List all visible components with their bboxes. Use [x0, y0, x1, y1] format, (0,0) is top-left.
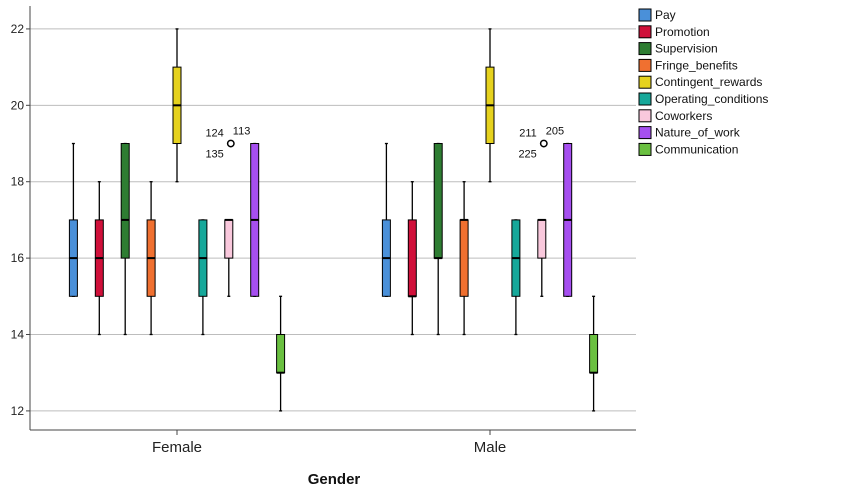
outlier-point: [226, 139, 235, 148]
box-iqr: [224, 219, 234, 259]
y-tick-label: 14: [11, 328, 25, 342]
box-male-operating-conditions: [511, 219, 521, 336]
legend-swatch: [638, 126, 652, 140]
box-female-supervision: [120, 142, 130, 336]
box-male-communication: [589, 295, 599, 412]
box-iqr: [120, 143, 130, 259]
box-female-operating-conditions: [198, 219, 208, 336]
legend-item-promotion: Promotion: [638, 25, 710, 39]
legend-item-coworkers: Coworkers: [638, 109, 712, 123]
legend-swatch: [638, 58, 652, 72]
outlier-label: 205: [546, 126, 564, 138]
box-female-fringe-benefits: [146, 181, 156, 336]
legend-swatch: [638, 92, 652, 106]
box-female-communication: [276, 295, 286, 412]
box-male-pay: [381, 142, 391, 297]
y-tick-label: 18: [11, 175, 25, 189]
legend-item-operating-conditions: Operating_conditions: [638, 92, 768, 106]
legend-label: Contingent_rewards: [655, 75, 762, 89]
boxes: [68, 28, 599, 412]
legend-item-pay: Pay: [638, 8, 676, 22]
box-female-pay: [68, 142, 78, 297]
box-iqr: [589, 334, 599, 374]
legend-swatch: [638, 109, 652, 123]
box-iqr: [537, 219, 547, 259]
legend-label: Promotion: [655, 25, 710, 39]
legend-swatch: [638, 75, 652, 89]
box-male-supervision: [433, 142, 443, 336]
y-tick-label: 16: [11, 251, 25, 265]
legend-label: Pay: [655, 8, 676, 22]
legend-item-contingent-rewards: Contingent_rewards: [638, 75, 762, 89]
outlier-male: 211 205 225: [518, 126, 564, 161]
legend-swatch: [638, 8, 652, 22]
outliers: 124 113 135 211 205 225: [205, 126, 564, 161]
legend-label: Operating_conditions: [655, 92, 768, 106]
legend-label: Nature_of_work: [655, 126, 741, 140]
legend-swatch: [638, 42, 652, 56]
legend-label: Communication: [655, 142, 738, 156]
y-tick-label: 20: [11, 98, 25, 112]
legend-item-communication: Communication: [638, 142, 738, 156]
legend-item-nature-of-work: Nature_of_work: [638, 126, 741, 140]
outlier-point: [539, 139, 548, 148]
x-tick-label: Female: [152, 439, 202, 456]
axes: 12 14 16 18 20 22 Female Male: [11, 6, 636, 456]
outlier-label: 113: [233, 126, 251, 138]
box-iqr: [459, 219, 469, 297]
outlier-female: 124 113 135: [205, 126, 250, 161]
box-male-nature-of-work: [563, 142, 573, 297]
outlier-label: 225: [518, 149, 536, 161]
legend-swatch: [638, 25, 652, 39]
box-female-coworkers: [224, 218, 234, 297]
x-tick-label: Male: [474, 439, 507, 456]
legend-label: Supervision: [655, 42, 718, 56]
box-male-promotion: [407, 181, 417, 336]
box-iqr: [276, 334, 286, 374]
outlier-label: 211: [519, 128, 537, 140]
legend-item-supervision: Supervision: [638, 42, 718, 56]
outlier-label: 135: [205, 149, 223, 161]
box-female-contingent-rewards: [172, 28, 182, 183]
legend-label: Fringe_benefits: [655, 58, 738, 72]
box-iqr: [407, 219, 417, 297]
box-male-fringe-benefits: [459, 181, 469, 336]
box-male-coworkers: [537, 218, 547, 297]
box-female-promotion: [94, 181, 104, 336]
box-male-contingent-rewards: [485, 28, 495, 183]
y-tick-label: 12: [11, 404, 25, 418]
gridlines: [30, 28, 636, 412]
legend-swatch: [638, 142, 652, 156]
legend-label: Coworkers: [655, 109, 712, 123]
legend-item-fringe-benefits: Fringe_benefits: [638, 58, 738, 72]
x-axis-title: Gender: [308, 471, 361, 488]
outlier-label: 124: [205, 128, 223, 140]
legend: Pay Promotion Supervision Fringe_benefits Co…: [638, 8, 768, 156]
box-female-nature-of-work: [250, 142, 260, 297]
y-tick-label: 22: [11, 22, 25, 36]
box-iqr: [433, 143, 443, 259]
